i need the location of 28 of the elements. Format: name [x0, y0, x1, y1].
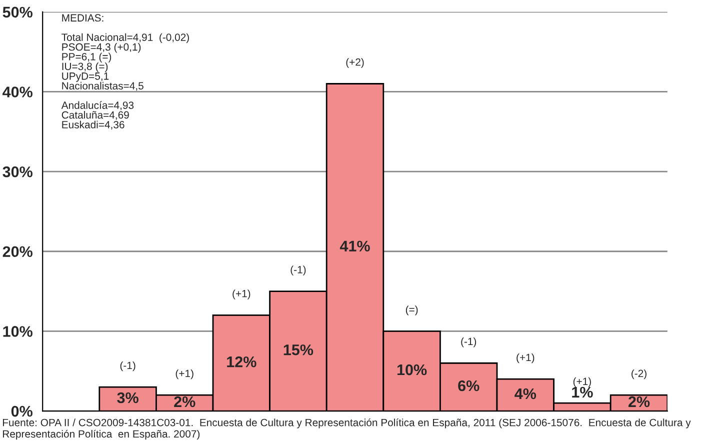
y-tick-label: 40% [2, 86, 32, 98]
annotation: (+1) [232, 290, 250, 300]
annotation: (+1) [573, 377, 591, 388]
annotation: (-2) [632, 369, 646, 380]
annotation: (-1) [290, 266, 306, 276]
y-tick-label: 20% [2, 246, 32, 258]
y-tick-label: 10% [3, 326, 32, 337]
data-label: 41% [340, 240, 370, 252]
annotation: (=) [406, 306, 418, 316]
y-tick-label: 0% [11, 406, 32, 417]
data-label: 6% [458, 380, 480, 392]
data-label: 2% [628, 396, 650, 408]
data-label: 12% [227, 356, 256, 368]
annotation: (-1) [120, 361, 136, 372]
data-label: 3% [117, 392, 138, 404]
annotation: (+1) [176, 369, 194, 380]
annotation: (+2) [346, 58, 364, 68]
data-label: 4% [514, 388, 536, 400]
data-label: 1% [572, 386, 593, 398]
annotation: (-1) [461, 338, 476, 348]
y-tick-label: 50% [2, 6, 32, 18]
text: MEDIAS: Total Nacional=4,91 (-0,02) PSOE=4,3 (+0,1) PP=6,1 (=) IU=3,8 (=) UPyD=5,1 Nacionalistas=4,5 Andalucía=4,93 Cataluña=4,69 Euskadi=4,36 [61, 14, 189, 130]
data-label: 10% [397, 364, 427, 376]
annotation: (+1) [516, 353, 534, 364]
y-tick-label: 30% [2, 166, 32, 178]
source-note: Fuente: OPA II / CSO2009-14381C03-01. Encuesta de Cultura y Representación Política en España, 2011 (SEJ 2006-15076. Encuesta de Cultura y Representación Política en España. 2007) [2, 418, 691, 440]
data-label: 15% [284, 344, 314, 356]
data-label: 2% [174, 396, 196, 408]
